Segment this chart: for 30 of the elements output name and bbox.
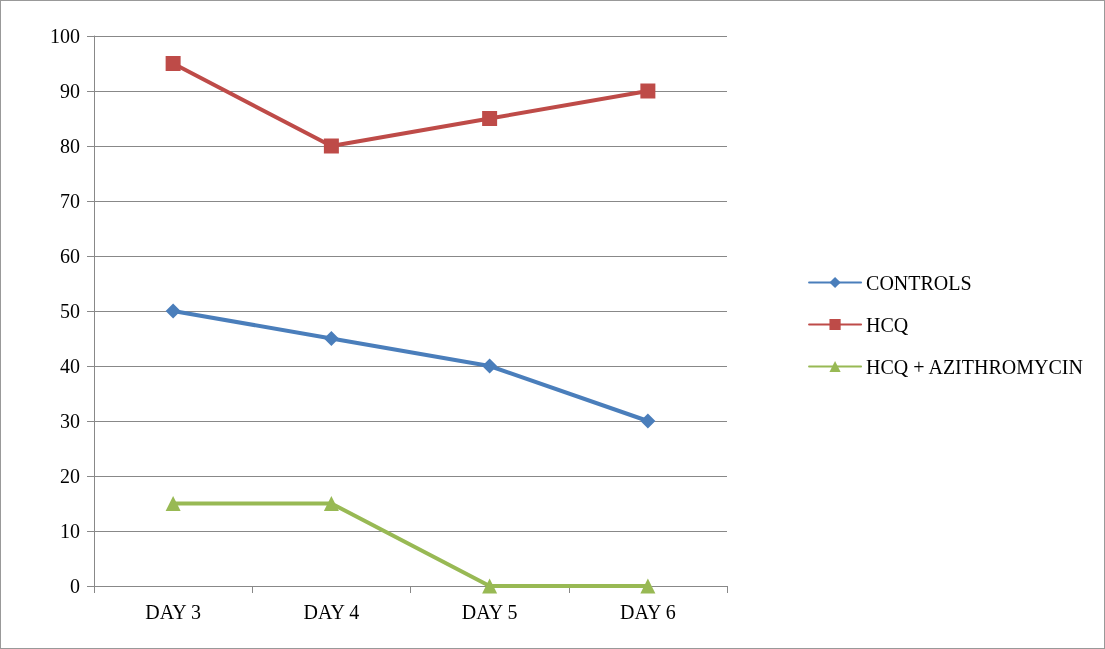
- point: [482, 358, 498, 374]
- y-tick-label: 70: [60, 190, 80, 212]
- x-tick-label: DAY 5: [461, 601, 518, 623]
- point: [482, 578, 498, 594]
- point: [640, 413, 656, 429]
- point: [165, 496, 181, 511]
- legend-label: HCQ: [866, 313, 909, 336]
- y-tick-label: 10: [60, 520, 80, 542]
- y-tick-label: 40: [60, 355, 80, 377]
- y-tick-label: 30: [60, 410, 80, 432]
- point: [640, 578, 656, 594]
- y-tick-label: 90: [60, 80, 80, 102]
- point: [165, 56, 181, 71]
- x-tick-label: DAY 6: [619, 601, 676, 623]
- legend-label: CONTROLS: [866, 271, 972, 294]
- x-tick-label: DAY 4: [303, 601, 360, 623]
- point: [640, 83, 656, 99]
- point: [323, 331, 339, 346]
- y-tick-label: 50: [60, 300, 80, 322]
- y-tick-label: 20: [60, 465, 80, 487]
- y-tick-label: 100: [50, 25, 80, 47]
- point: [323, 138, 339, 154]
- legend-label: HCQ + AZITHROMYCIN: [866, 355, 1083, 378]
- y-tick-label: 60: [60, 245, 80, 267]
- point: [323, 496, 339, 511]
- point: [482, 111, 498, 126]
- x-tick-label: DAY 3: [145, 601, 202, 623]
- y-tick-label: 80: [60, 135, 80, 157]
- point: [165, 303, 181, 319]
- y-tick-label: 0: [70, 575, 80, 597]
